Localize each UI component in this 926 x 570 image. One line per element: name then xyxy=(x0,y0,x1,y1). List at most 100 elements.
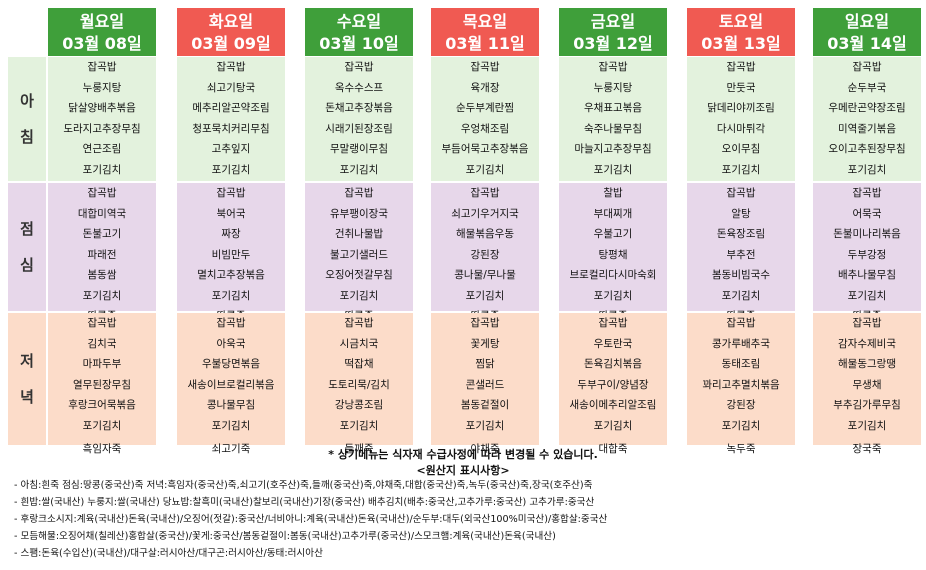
menu-item: 불고기샐러드 xyxy=(330,248,388,261)
menu-item: 콩가루배추국 xyxy=(712,337,770,350)
menu-item: 포기김치 xyxy=(847,289,887,302)
menu-item: 포기김치 xyxy=(82,419,122,432)
menu-item: 열무된장무침 xyxy=(73,378,131,391)
menu-item: 쇠고기탕국 xyxy=(206,81,256,94)
day-header: 일요일 03월 14일 xyxy=(813,8,921,56)
menu-item: 북어국 xyxy=(216,207,246,220)
menu-cell: 찰밥부대찌개우불고기탕평채브로컬리다시마숙회포기김치땅콩죽 xyxy=(559,183,667,322)
menu-item: 잡곡밥 xyxy=(598,317,628,329)
menu-item: 포기김치 xyxy=(465,289,505,302)
menu-item: 두부구이/양념장 xyxy=(577,378,649,391)
menu-item: 야채죽 xyxy=(470,443,500,455)
menu-item: 녹두죽 xyxy=(726,443,756,455)
menu-cell: 잡곡밥어묵국돈불미나리볶음두부강정배추나물무침포기김치땅콩죽 xyxy=(813,183,921,322)
menu-cell: 잡곡밥 시금치국 떡잡채 도토리묵/김치 강낭콩조림 포기김치 들깨죽 xyxy=(305,313,413,455)
menu-item: 들깨죽 xyxy=(344,443,374,455)
menu-item: 포기김치 xyxy=(465,163,505,176)
menu-item: 멸치고추장볶음 xyxy=(197,269,265,281)
menu-item: 잡곡밥 xyxy=(87,317,117,329)
menu-item: 잡곡밥 xyxy=(470,317,500,329)
menu-item: 포기김치 xyxy=(721,163,761,176)
origin-line: - 흰밥:쌀(국내산) 누룽지:쌀(국내산) 당뇨밥:찰흑미(국내산)찰보리(국… xyxy=(14,497,595,508)
menu-item: 잡곡밥 xyxy=(726,61,756,73)
menu-item: 장국죽 xyxy=(852,443,882,455)
menu-item: 잡곡밥 xyxy=(87,61,117,73)
menu-item: 짜장 xyxy=(221,228,241,240)
menu-cell: 잡곡밥옥수수스프돈채고추장볶음시래기된장조림무말랭이무침포기김치흰죽 xyxy=(305,57,413,196)
menu-item: 돈채고추장볶음 xyxy=(325,102,393,114)
menu-item: 무생채 xyxy=(852,378,882,391)
menu-item: 우엉채조림 xyxy=(460,122,510,135)
menu-item: 잡곡밥 xyxy=(852,317,882,329)
menu-item: 포기김치 xyxy=(82,289,122,302)
menu-item: 꽃게탕 xyxy=(470,337,500,350)
day-header: 수요일 03월 10일 xyxy=(305,8,413,56)
menu-cell: 잡곡밥만둣국닭데리야끼조림다시마튀각오이무침포기김치흰죽 xyxy=(687,57,795,196)
menu-item: 새송이브로컬리볶음 xyxy=(187,378,275,391)
menu-item: 포기김치 xyxy=(82,163,122,176)
menu-item: 동태조림 xyxy=(721,358,761,370)
menu-item: 콘샐러드 xyxy=(465,378,505,391)
menu-cell: 잡곡밥 꽃게탕 찜닭 콘샐러드 봄동겉절이 포기김치 야채죽 xyxy=(431,313,539,455)
day-header: 화요일 03월 09일 xyxy=(177,8,285,56)
menu-item: 포기김치 xyxy=(721,419,761,432)
menu-item: 잡곡밥 xyxy=(726,317,756,329)
menu-item: 잡곡밥 xyxy=(852,61,882,73)
menu-item: 누룽지탕 xyxy=(82,81,122,94)
menu-item: 청포묵치커리무침 xyxy=(192,122,270,135)
menu-item: 강낭콩조림 xyxy=(334,399,384,411)
menu-item: 잡곡밥 xyxy=(216,317,246,329)
menu-item: 부듬어묵고추장볶음 xyxy=(441,143,529,155)
menu-item: 김치국 xyxy=(87,337,117,350)
menu-item: 두부강정 xyxy=(847,248,887,261)
menu-item: 흑임자죽 xyxy=(82,443,122,455)
menu-item: 포기김치 xyxy=(339,289,379,302)
menu-item: 오이고추된장무침 xyxy=(828,143,906,155)
menu-item: 연근조림 xyxy=(82,143,122,155)
menu-item: 우불당면볶음 xyxy=(202,358,260,370)
menu-item: 강된장 xyxy=(470,248,500,261)
menu-item: 포기김치 xyxy=(847,419,887,432)
menu-item: 순두부국 xyxy=(847,81,887,94)
menu-cell: 잡곡밥육개장순두부계란찜우엉채조림부듬어묵고추장볶음포기김치흰죽 xyxy=(431,57,539,196)
menu-item: 포기김치 xyxy=(211,419,251,432)
menu-item: 콩나물/무나물 xyxy=(454,269,516,281)
menu-item: 다시마튀각 xyxy=(716,122,766,135)
menu-item: 오징어젓갈무침 xyxy=(325,269,393,281)
day-date: 03월 14일 xyxy=(827,34,907,53)
menu-item: 잡곡밥 xyxy=(726,187,756,199)
menu-item: 새송이메추리알조림 xyxy=(569,399,657,411)
day-date: 03월 08일 xyxy=(62,34,142,53)
menu-item: 포기김치 xyxy=(339,419,379,432)
menu-item: 닭살양배추볶음 xyxy=(68,102,136,114)
menu-cell: 잡곡밥 우토란국 돈육김치볶음 두부구이/양념장 새송이메추리알조림 포기김치 대합죽 xyxy=(559,313,667,455)
menu-item: 옥수수스프 xyxy=(334,81,384,94)
menu-item: 무말랭이무침 xyxy=(330,143,388,155)
menu-item: 오이무침 xyxy=(721,143,761,155)
menu-item: 해물볶음우동 xyxy=(456,228,514,240)
menu-item: 포기김치 xyxy=(847,163,887,176)
menu-item: 미역줄기볶음 xyxy=(838,122,896,135)
menu-cell: 잡곡밥쇠고기탕국메추리알곤약조림청포묵치커리무침고추잎지포기김치흰죽 xyxy=(177,57,285,196)
menu-item: 돈육장조림 xyxy=(716,228,766,240)
menu-item: 우토란국 xyxy=(593,337,633,350)
menu-item: 유부팽이장국 xyxy=(330,207,388,220)
day-header: 금요일 03월 12일 xyxy=(559,8,667,56)
menu-cell: 잡곡밥알탕돈육장조림부추전봄동비빔국수포기김치땅콩죽 xyxy=(687,183,795,322)
day-name: 수요일 xyxy=(336,12,382,31)
origin-title: <원산지 표시사항> xyxy=(416,464,510,477)
day-name: 금요일 xyxy=(590,12,636,31)
menu-item: 브로컬리다시마숙회 xyxy=(569,269,657,281)
menu-item: 알탕 xyxy=(731,207,751,220)
menu-item: 잡곡밥 xyxy=(87,187,117,199)
menu-item: 잡곡밥 xyxy=(470,61,500,73)
day-date: 03월 12일 xyxy=(573,34,653,53)
menu-item: 고추잎지 xyxy=(211,143,251,155)
menu-item: 봄동겉절이 xyxy=(460,399,510,411)
menu-cell: 잡곡밥순두부국우메란곤약장조림미역줄기볶음오이고추된장무침포기김치흰죽 xyxy=(813,57,921,196)
menu-item: 찜닭 xyxy=(475,358,495,370)
menu-item: 포기김치 xyxy=(211,163,251,176)
